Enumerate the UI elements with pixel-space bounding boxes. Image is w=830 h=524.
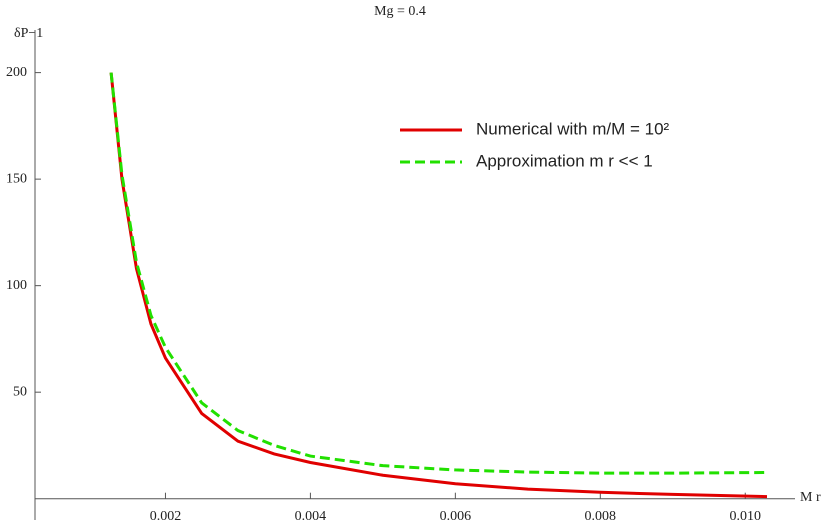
y-tick-label: 100 xyxy=(6,278,27,293)
y-tick-label: 150 xyxy=(6,171,27,186)
series-line xyxy=(109,72,768,499)
y-axis-label: δP−1 xyxy=(14,26,43,41)
x-tick-label: 0.002 xyxy=(150,509,182,524)
legend-label: Approximation m r << 1 xyxy=(476,151,653,170)
legend-label: Numerical with m/M = 10² xyxy=(476,119,670,138)
x-tick-label: 0.006 xyxy=(440,509,472,524)
series-line xyxy=(109,72,768,475)
chart-title: Mg = 0.4 xyxy=(374,4,426,19)
x-axis-label: M r xyxy=(800,490,821,505)
y-tick-label: 200 xyxy=(6,65,27,80)
x-tick-label: 0.010 xyxy=(730,509,762,524)
x-tick-label: 0.008 xyxy=(585,509,617,524)
y-tick-label: 50 xyxy=(13,384,27,399)
x-tick-label: 0.004 xyxy=(295,509,327,524)
